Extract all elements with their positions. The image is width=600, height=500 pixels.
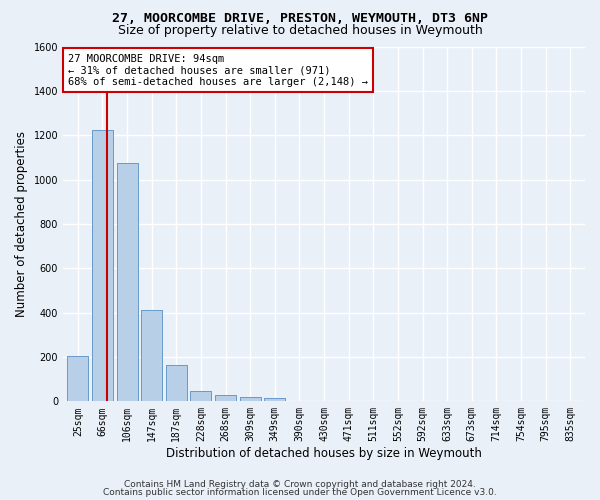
Text: 27 MOORCOMBE DRIVE: 94sqm
← 31% of detached houses are smaller (971)
68% of semi: 27 MOORCOMBE DRIVE: 94sqm ← 31% of detac… [68, 54, 368, 87]
Bar [141, 310, 162, 402]
Y-axis label: Number of detached properties: Number of detached properties [15, 131, 28, 317]
Bar [239, 398, 260, 402]
Bar [265, 398, 285, 402]
Text: Contains public sector information licensed under the Open Government Licence v3: Contains public sector information licen… [103, 488, 497, 497]
X-axis label: Distribution of detached houses by size in Weymouth: Distribution of detached houses by size … [166, 447, 482, 460]
Bar [67, 356, 88, 402]
Text: Size of property relative to detached houses in Weymouth: Size of property relative to detached ho… [118, 24, 482, 37]
Bar [166, 364, 187, 402]
Bar [190, 392, 211, 402]
Text: Contains HM Land Registry data © Crown copyright and database right 2024.: Contains HM Land Registry data © Crown c… [124, 480, 476, 489]
Text: 27, MOORCOMBE DRIVE, PRESTON, WEYMOUTH, DT3 6NP: 27, MOORCOMBE DRIVE, PRESTON, WEYMOUTH, … [112, 12, 488, 26]
Bar [116, 163, 137, 402]
Bar [215, 395, 236, 402]
Bar [92, 130, 113, 402]
